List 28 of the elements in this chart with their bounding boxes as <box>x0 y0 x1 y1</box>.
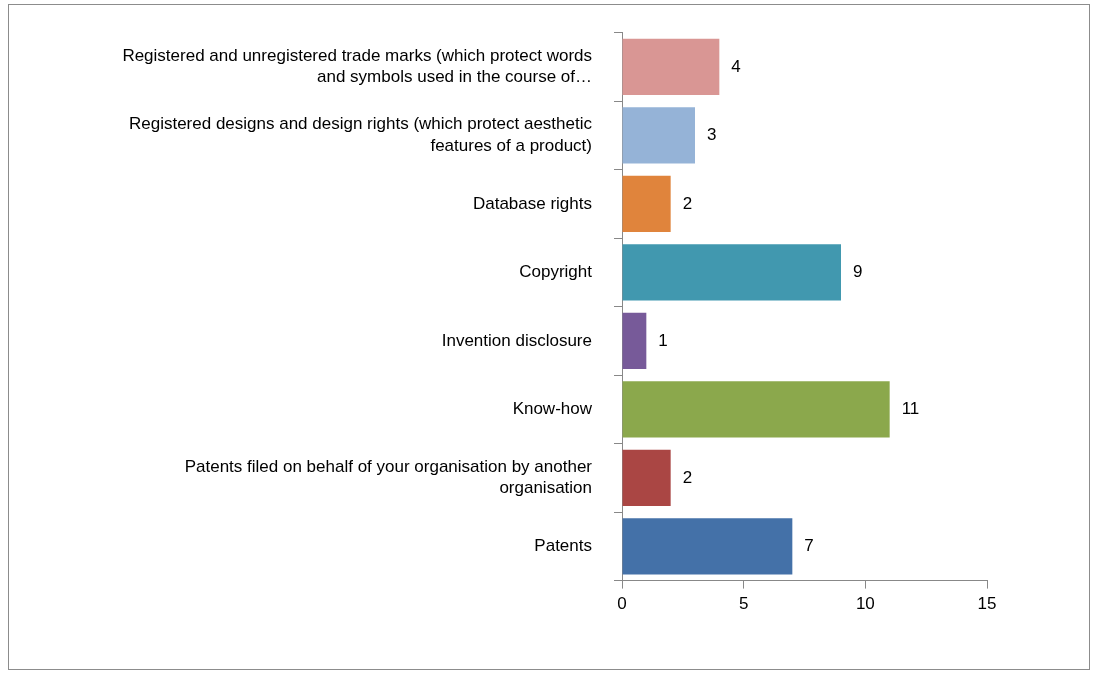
x-tick-label: 15 <box>977 594 997 614</box>
bar <box>622 107 695 164</box>
y-tick-label: Know-how <box>512 399 593 419</box>
bar <box>622 518 793 575</box>
y-tick-label: Registered designs and design rights (which protect aesthetic features of a product) <box>128 114 593 155</box>
y-tick-label: Copyright <box>519 262 593 282</box>
y-tick-label: Invention disclosure <box>441 330 592 350</box>
x-tick-label: 10 <box>855 594 875 614</box>
bar <box>622 449 671 506</box>
data-label: 3 <box>707 125 717 145</box>
y-tick-label: Registered and unregistered trade marks (which protect words and symbols used in the course of… <box>122 45 592 87</box>
data-label: 2 <box>682 467 693 487</box>
y-tick-label: Patents <box>534 536 592 556</box>
x-tick-label: 0 <box>617 594 627 614</box>
bar <box>622 312 647 369</box>
y-tick-label: Patents filed on behalf of your organisation by another organisation <box>184 456 593 498</box>
data-label: 9 <box>853 262 863 282</box>
bar <box>622 381 890 438</box>
bar <box>622 175 671 232</box>
bar <box>622 244 841 301</box>
bar <box>622 38 720 95</box>
data-label: 11 <box>901 399 920 419</box>
data-label: 1 <box>658 330 668 350</box>
x-tick-label: 5 <box>738 594 749 614</box>
y-tick-label: Database rights <box>472 193 592 213</box>
data-label: 2 <box>682 193 693 213</box>
data-label: 4 <box>731 56 741 76</box>
data-label: 7 <box>804 536 814 556</box>
